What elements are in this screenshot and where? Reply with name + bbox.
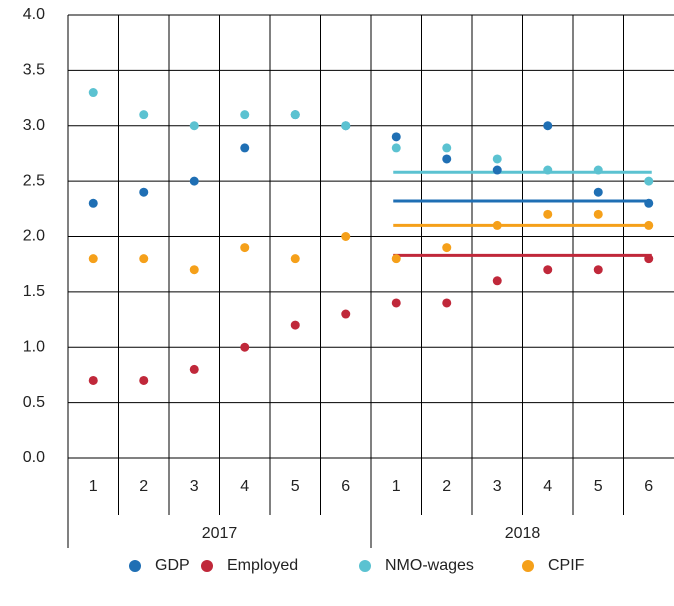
legend-label: NMO-wages [385, 557, 474, 574]
x-tick-label: 2 [139, 478, 148, 495]
legend-label: GDP [155, 557, 190, 574]
data-point [543, 165, 553, 175]
data-point [644, 176, 654, 186]
y-tick-label: 3.5 [23, 62, 45, 79]
data-point [139, 187, 149, 197]
data-point [139, 254, 149, 264]
data-point [593, 265, 603, 275]
data-point [341, 232, 351, 241]
data-point [88, 198, 98, 208]
x-tick-label: 2 [442, 478, 451, 495]
data-point [290, 320, 300, 330]
y-tick-label: 1.0 [23, 338, 45, 355]
data-point [492, 154, 502, 164]
data-point [88, 254, 98, 264]
data-point [543, 121, 553, 131]
data-point [442, 143, 452, 153]
data-point [492, 165, 502, 175]
legend-marker [201, 560, 213, 572]
data-point [644, 254, 654, 264]
y-tick-label: 0.5 [23, 394, 45, 411]
group-label: 2018 [505, 525, 541, 542]
data-point [139, 375, 149, 385]
data-point [240, 342, 250, 352]
data-point [240, 143, 250, 153]
data-point [593, 165, 603, 175]
data-point [88, 375, 98, 385]
x-tick-label: 5 [291, 478, 300, 495]
data-point [391, 298, 401, 308]
data-point [593, 187, 603, 197]
x-tick-label: 4 [240, 478, 249, 495]
data-point [492, 276, 502, 286]
data-point [341, 309, 351, 319]
data-point [139, 110, 149, 120]
data-point [442, 298, 452, 308]
data-point [189, 364, 199, 374]
data-point [189, 265, 199, 275]
y-tick-label: 2.5 [23, 172, 45, 189]
data-point [442, 154, 452, 164]
data-point [290, 254, 300, 264]
data-point [240, 110, 250, 120]
legend-marker [522, 560, 534, 572]
legend-marker [129, 560, 141, 572]
y-tick-label: 4.0 [23, 6, 45, 23]
y-tick-label: 3.0 [23, 117, 45, 134]
x-tick-label: 5 [594, 478, 603, 495]
data-point [290, 110, 300, 120]
data-point [492, 220, 502, 230]
data-point [644, 198, 654, 208]
data-point [391, 143, 401, 153]
data-point [543, 209, 553, 219]
data-point [88, 88, 98, 98]
legend-label: Employed [227, 557, 298, 574]
y-tick-label: 0.0 [23, 449, 45, 466]
x-tick-label: 1 [392, 478, 401, 495]
data-point [189, 176, 199, 186]
data-point [240, 243, 250, 253]
x-tick-label: 6 [341, 478, 350, 495]
legend-label: CPIF [548, 557, 585, 574]
y-tick-label: 1.5 [23, 283, 45, 300]
legend-marker [359, 560, 371, 572]
x-tick-label: 4 [543, 478, 552, 495]
data-point [341, 121, 351, 131]
x-tick-label: 6 [644, 478, 653, 495]
data-point [391, 254, 401, 264]
data-point [442, 243, 452, 253]
x-tick-label: 3 [493, 478, 502, 495]
group-label: 2017 [202, 525, 238, 542]
x-tick-label: 1 [89, 478, 98, 495]
data-point [644, 220, 654, 230]
data-point [189, 121, 199, 131]
data-point [543, 265, 553, 275]
data-point [391, 132, 401, 142]
x-tick-label: 3 [190, 478, 199, 495]
data-point [593, 209, 603, 219]
y-tick-label: 2.0 [23, 228, 45, 245]
